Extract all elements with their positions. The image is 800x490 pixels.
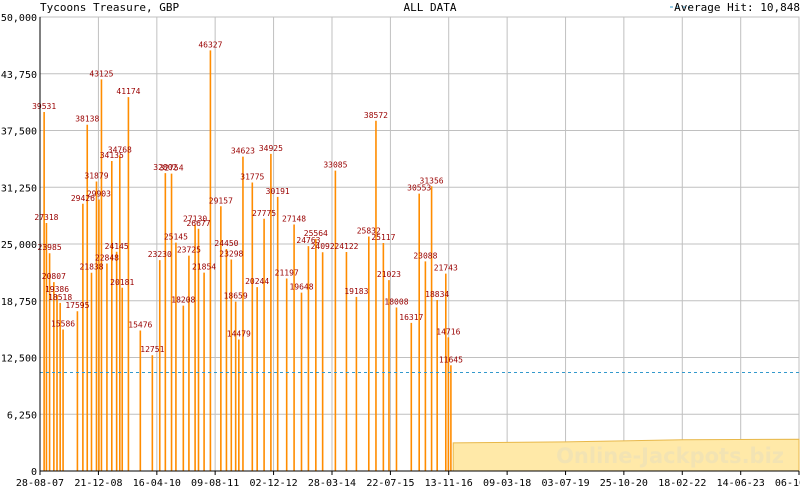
bar-value-label: 19386 [45,285,69,294]
bar-value-label: 24122 [334,242,358,251]
x-tick-label: 22-07-15 [366,478,414,489]
y-tick-label: 6,250 [7,410,37,421]
bar-value-label: 30191 [266,187,290,196]
bar-value-label: 23298 [219,249,243,258]
bar-value-label: 34623 [231,147,255,156]
bar-value-label: 11645 [439,355,463,364]
x-tick-label: 21-12-08 [74,478,122,489]
bar-value-label: 17595 [65,301,89,310]
bar-value-label: 20181 [110,278,134,287]
x-tick-label: 18-02-22 [658,478,706,489]
bar-value-label: 20244 [245,277,269,286]
bar-value-label: 14479 [227,330,251,339]
bar-value-label: 21838 [79,263,103,272]
bar-value-label: 25145 [164,233,188,242]
bar-value-label: 31356 [420,176,444,185]
x-tick-label: 16-04-10 [133,478,181,489]
bar-value-label: 24145 [105,242,129,251]
bar-value-label: 27318 [34,213,58,222]
bar-value-label: 25832 [357,226,381,235]
y-tick-label: 12,500 [1,354,37,365]
bar-value-label: 12751 [140,345,164,354]
x-tick-label: 28-03-14 [308,478,356,489]
bar-value-label: 24092 [311,242,335,251]
bar-value-label: 29157 [209,196,233,205]
y-tick-label: 31,250 [1,183,37,194]
bar-value-label: 31775 [240,172,264,181]
y-tick-label: 0 [31,467,37,478]
bar-value-label: 18834 [425,290,449,299]
bar-value-label: 34768 [108,145,132,154]
bar-value-label: 34135 [100,151,124,160]
bar-value-label: 18518 [48,293,72,302]
bar-value-label: 19648 [289,283,313,292]
x-tick-label: 09-08-11 [191,478,239,489]
bar-value-label: 25564 [304,229,328,238]
bar-value-label: 43125 [89,69,113,78]
bar-value-label: 18208 [171,296,195,305]
x-tick-label: 09-03-18 [483,478,531,489]
bar-value-label: 34925 [259,144,283,153]
y-tick-label: 25,000 [1,240,37,251]
bar-value-label: 21197 [275,269,299,278]
bar-value-label: 21854 [192,263,216,272]
bar-value-label: 26677 [186,219,210,228]
chart-subtitle: ALL DATA [404,1,457,14]
bar-value-label: 16317 [399,313,423,322]
legend-average-label: Average Hit: 10,848 [674,1,800,14]
x-tick-label: 14-06-23 [717,478,765,489]
bar-value-label: 15586 [51,319,75,328]
bar-value-label: 22848 [95,254,119,263]
x-tick-label: 25-10-20 [600,478,648,489]
bar-value-label: 38572 [364,111,388,120]
bar-value-label: 39531 [32,102,56,111]
bar-value-label: 21023 [377,270,401,279]
bar-value-label: 25117 [371,233,395,242]
x-tick-label: 28-08-07 [16,478,64,489]
bar-value-label: 15476 [128,320,152,329]
bar-value-label: 18008 [384,297,408,306]
x-tick-label: 06-10-24 [775,478,800,489]
bar-value-label: 18659 [224,292,248,301]
bar-value-label: 21743 [434,264,458,273]
bar-value-label: 32802 [153,163,177,172]
bar-value-label: 29903 [87,189,111,198]
bar-value-label: 19183 [344,287,368,296]
axes-layer: 0 6,250 12,500 18,750 25,000 31,250 37,500 43,7… [1,13,800,489]
bar-value-label: 29426 [71,194,95,203]
bar-value-label: 33085 [323,161,347,170]
bar-value-label: 24763 [296,236,320,245]
bar-value-label: 23088 [413,251,437,260]
bar-value-label: 27130 [183,215,207,224]
x-tick-label: 13-11-16 [425,478,473,489]
y-tick-label: 37,500 [1,127,37,138]
bar-value-label: 27775 [252,209,276,218]
bar-value-label: 32754 [159,164,183,173]
bars-layer [43,50,452,471]
bar-value-label: 31879 [84,172,108,181]
bar-value-label: 27148 [282,214,306,223]
bar-value-label: 23725 [177,246,201,255]
y-tick-label: 18,750 [1,297,37,308]
bar-value-label: 38138 [75,115,99,124]
watermark: Online-Jackpots.biz [556,444,784,468]
bar-value-label: 20807 [42,272,66,281]
bar-value-label: 24450 [214,239,238,248]
x-tick-label: 02-12-12 [249,478,297,489]
bar-value-label: 23230 [148,250,172,259]
chart-title: Tycoons Treasure, GBP [40,1,179,14]
y-tick-label: 43,750 [1,70,37,81]
bar-value-label: 41174 [116,87,140,96]
y-tick-label: 50,000 [1,13,37,24]
x-tick-label: 03-07-19 [541,478,589,489]
bar-value-label: 46327 [198,40,222,49]
bar-value-label: 14716 [436,327,460,336]
bar-value-label: 30553 [407,184,431,193]
bar-value-label: 23985 [38,243,62,252]
